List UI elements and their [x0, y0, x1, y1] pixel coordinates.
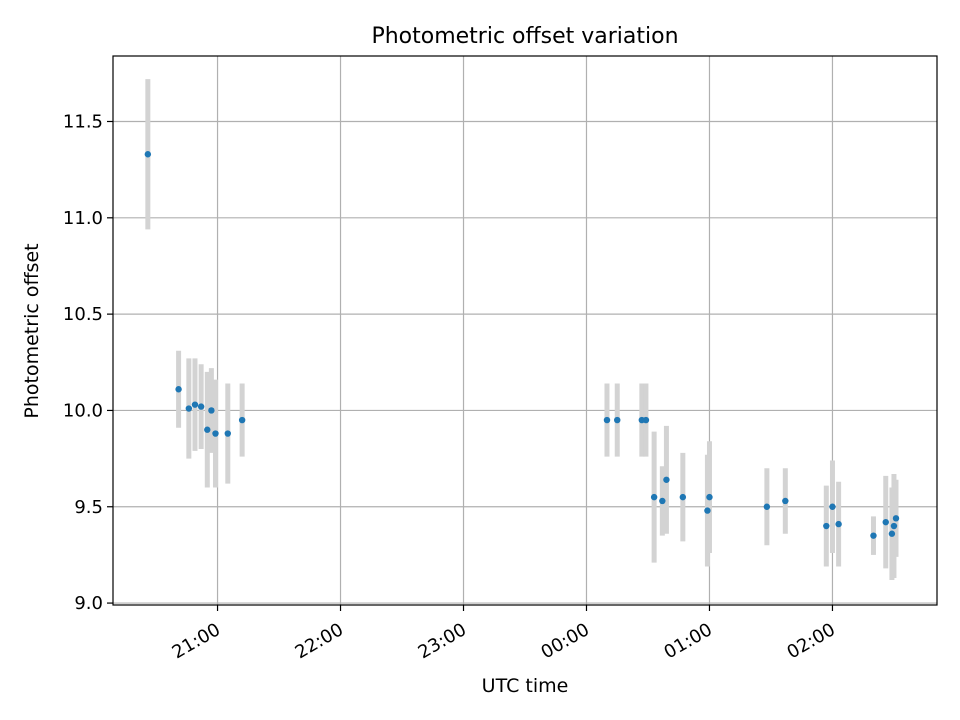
y-tick-label: 11.5 — [63, 111, 103, 132]
data-point — [888, 530, 896, 537]
data-points — [144, 151, 900, 539]
data-point — [835, 520, 842, 528]
data-point — [892, 515, 900, 522]
data-point — [704, 507, 711, 514]
data-point — [185, 405, 193, 412]
data-point — [238, 416, 246, 424]
chart-title: Photometric offset variation — [371, 24, 678, 49]
data-point — [679, 493, 687, 501]
data-point — [204, 426, 211, 433]
data-point — [191, 401, 199, 408]
data-point — [224, 430, 231, 437]
data-point — [212, 430, 219, 437]
data-point — [782, 497, 789, 505]
y-tick-label: 10.5 — [63, 304, 103, 325]
grid-lines — [113, 56, 937, 605]
data-point — [823, 522, 830, 530]
data-point — [659, 497, 666, 505]
y-tick-label: 9.5 — [74, 497, 103, 518]
data-point — [706, 493, 713, 501]
data-point — [829, 503, 836, 510]
data-point — [890, 522, 898, 530]
y-tick-label: 9.0 — [74, 593, 103, 614]
data-point — [882, 518, 889, 526]
data-point — [763, 503, 771, 510]
plot-frame — [112, 55, 938, 606]
data-point — [208, 407, 215, 414]
x-axis-label: UTC time — [482, 675, 569, 697]
data-point — [650, 493, 658, 501]
data-point — [175, 386, 182, 393]
data-point — [663, 476, 670, 483]
data-point — [870, 532, 877, 539]
y-tick-label: 10.0 — [63, 400, 103, 421]
data-point — [144, 151, 152, 158]
data-point — [642, 416, 650, 424]
y-axis-ticks: 9.0 9.5 10.0 10.5 11.0 11.5 — [63, 111, 113, 614]
y-axis-label: Photometric offset — [21, 243, 43, 418]
x-axis-ticks: 21:00 22:00 23:00 00:00 01:00 02:00 — [169, 605, 839, 663]
data-point — [603, 416, 611, 424]
data-point — [197, 403, 205, 410]
y-tick-label: 11.0 — [63, 208, 103, 229]
data-point — [614, 416, 621, 424]
